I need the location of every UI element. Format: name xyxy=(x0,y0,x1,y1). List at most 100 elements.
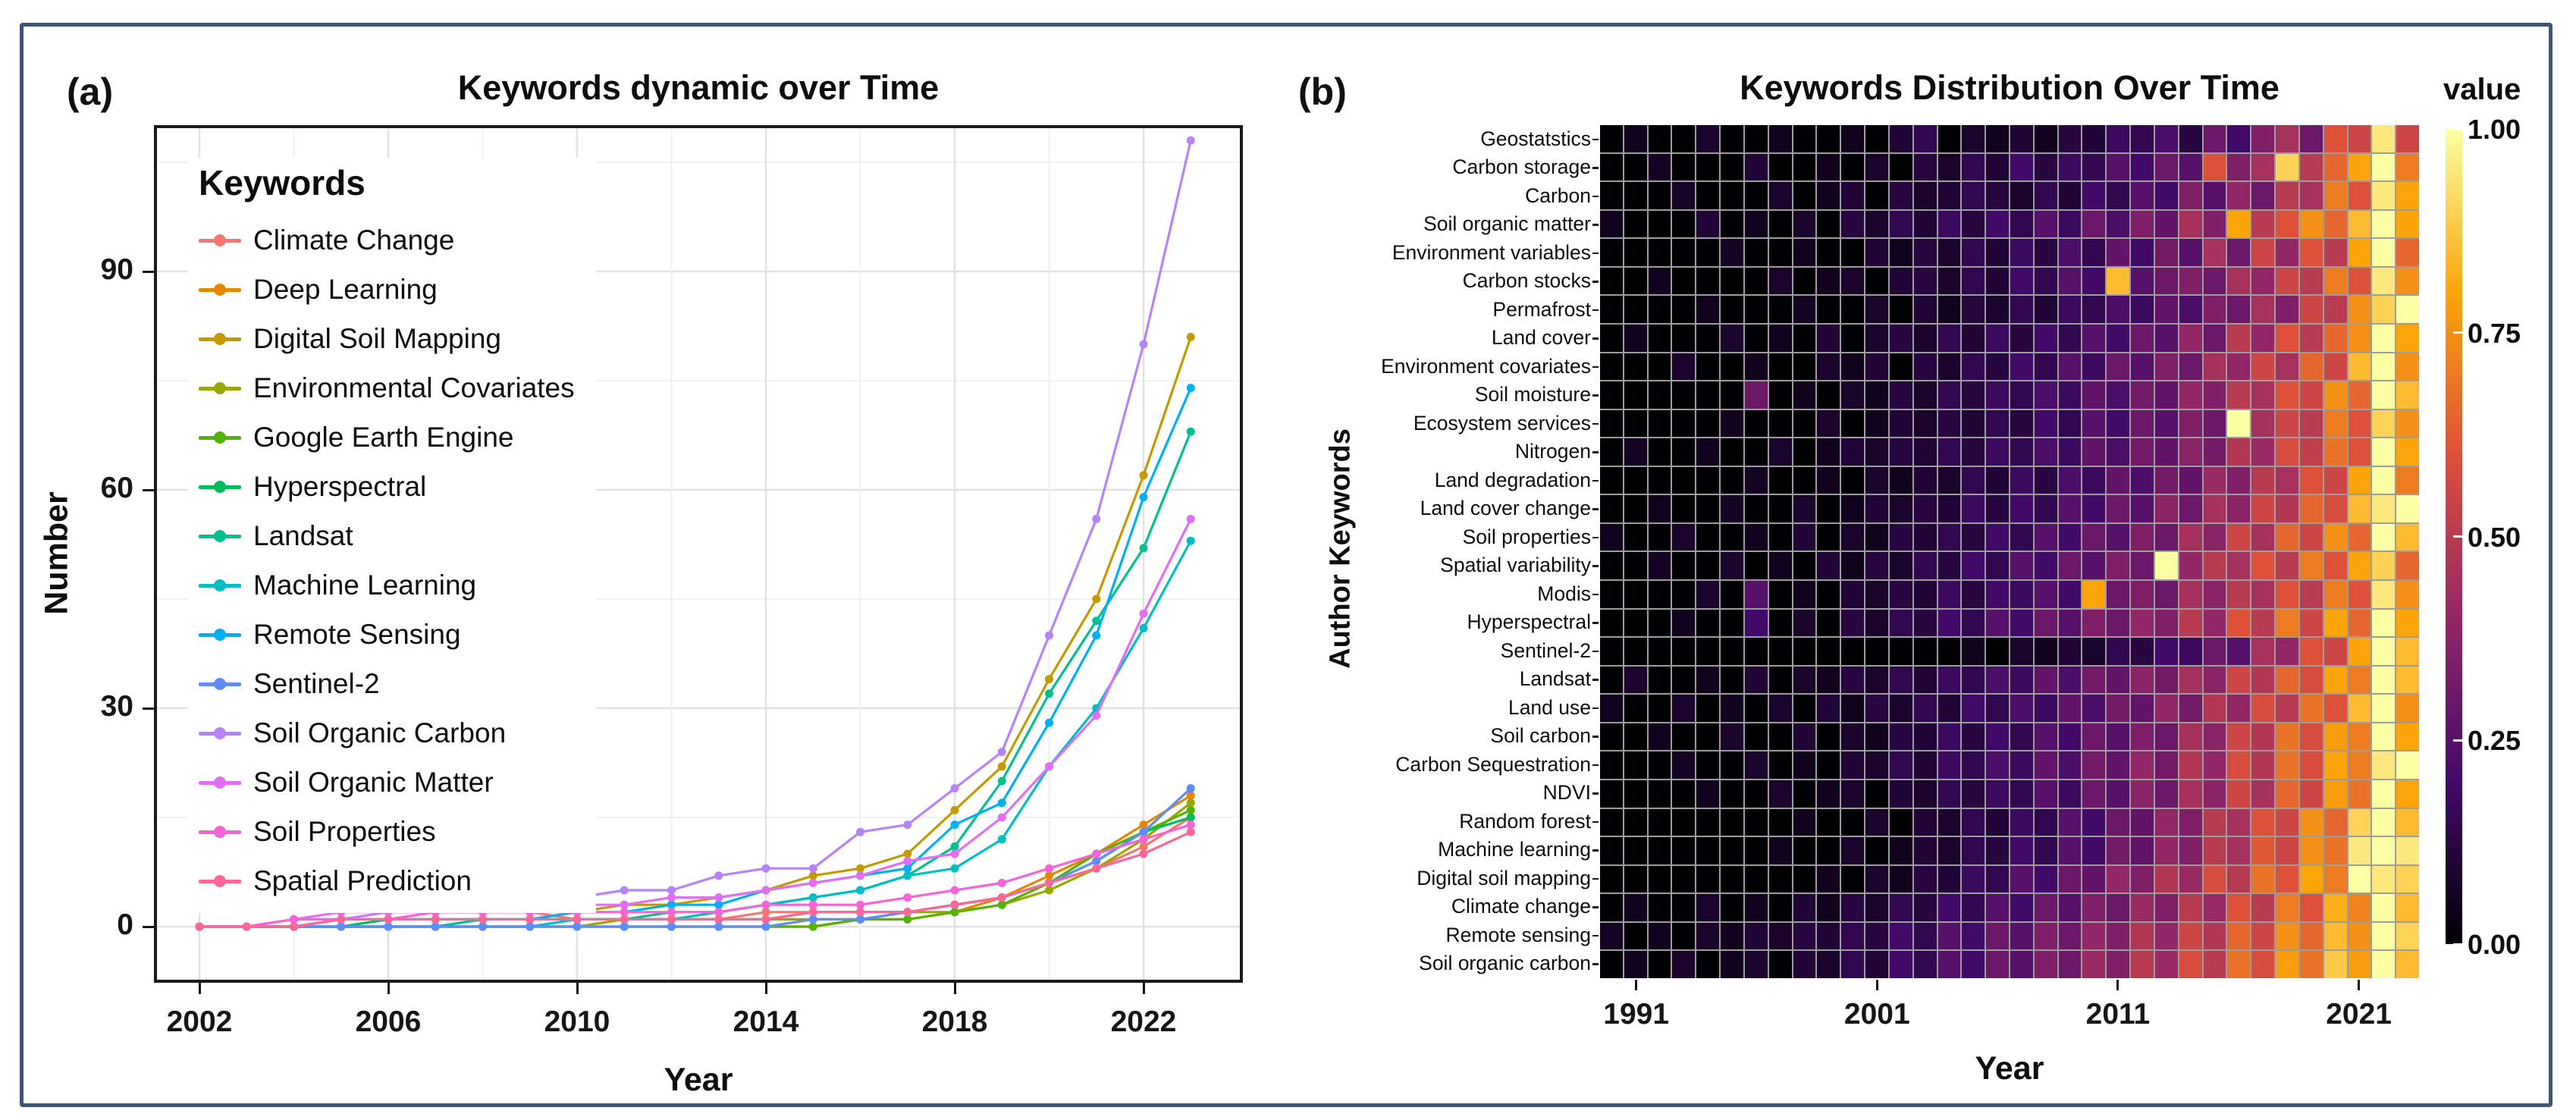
heatmap-cell xyxy=(2348,552,2371,580)
heatmap-cell xyxy=(1962,296,1985,323)
heatmap-row-label: Hyperspectral xyxy=(1467,610,1591,634)
heatmap-cell xyxy=(1600,125,1623,152)
heatmap-cell xyxy=(1672,666,1696,694)
heatmap-cell xyxy=(2299,210,2323,238)
heatmap-cell xyxy=(1889,409,1912,438)
heatmap-cell xyxy=(2348,837,2371,864)
heatmap-cell xyxy=(2131,438,2154,466)
heatmap-cell xyxy=(1913,267,1937,295)
heatmap-cell xyxy=(1817,381,1840,409)
heatmap-cell xyxy=(1841,296,1865,323)
legend-item: Soil Properties xyxy=(199,807,575,856)
heatmap-cell xyxy=(2227,581,2251,608)
heatmap-cell xyxy=(1768,324,1792,352)
heatmap-row-label: Soil organic carbon xyxy=(1419,952,1591,975)
series-point xyxy=(714,871,723,880)
heatmap-cell xyxy=(2251,865,2275,893)
heatmap-cell xyxy=(2203,381,2226,409)
heatmap-cell xyxy=(1937,267,1961,295)
heatmap-cell xyxy=(1672,324,1696,352)
heatmap-cell xyxy=(2396,409,2419,438)
heatmap-cell xyxy=(1986,951,2009,978)
legend-items: Climate Change Deep Learning Digital Soil … xyxy=(199,215,575,905)
heatmap-cell xyxy=(1648,381,1671,409)
heatmap-cell xyxy=(1696,695,1720,722)
heatmap-cell xyxy=(2058,751,2082,780)
heatmap-cell xyxy=(1937,239,1961,266)
heatmap-cell xyxy=(2082,894,2106,921)
series-point xyxy=(431,922,440,931)
heatmap-cell xyxy=(2372,210,2396,238)
heatmap-cell xyxy=(2372,353,2396,381)
heatmap-row-tick xyxy=(1592,792,1599,795)
heatmap-cell xyxy=(1841,523,1865,551)
heatmap-cell xyxy=(1865,695,1888,722)
heatmap-cell xyxy=(2107,581,2130,608)
heatmap-cell xyxy=(2227,353,2251,381)
heatmap-cell xyxy=(1865,638,1888,665)
series-point xyxy=(950,886,959,895)
heatmap-cell xyxy=(1817,581,1840,608)
series-point xyxy=(1045,689,1053,698)
heatmap-cell xyxy=(1648,239,1671,266)
heatmap-cell xyxy=(2034,581,2057,608)
heatmap-cell xyxy=(2372,153,2396,181)
heatmap-cell xyxy=(2396,780,2419,808)
heatmap-cell xyxy=(1865,466,1888,494)
heatmap-cell xyxy=(2179,438,2202,466)
heatmap-cell xyxy=(1889,780,1912,808)
heatmap-cell xyxy=(1721,951,1743,978)
heatmap-cell xyxy=(1962,409,1985,438)
heatmap-cell xyxy=(1865,409,1888,438)
heatmap-cell xyxy=(1648,808,1671,836)
heatmap-row-label: Carbon stocks xyxy=(1462,269,1591,293)
heatmap-cell xyxy=(2107,324,2130,352)
heatmap-cell xyxy=(2323,723,2347,751)
heatmap-cell xyxy=(1793,581,1816,608)
heatmap-cell xyxy=(2058,865,2082,893)
heatmap-cell xyxy=(2034,609,2057,637)
heatmap-cell xyxy=(2276,552,2298,580)
heatmap-cell xyxy=(2396,695,2419,722)
series-point xyxy=(1139,544,1148,553)
x-tick-mark xyxy=(198,983,201,994)
heatmap-cell xyxy=(2107,780,2130,808)
heatmap-cell xyxy=(2372,296,2396,323)
heatmap-row-tick xyxy=(1592,451,1599,453)
heatmap-cell xyxy=(1624,751,1647,780)
heatmap-row-label: Random forest xyxy=(1459,809,1591,833)
legend-swatch-icon xyxy=(199,628,241,641)
heatmap-cell xyxy=(1913,837,1937,864)
heatmap-cell xyxy=(1648,495,1671,522)
heatmap-cell xyxy=(1841,438,1865,466)
heatmap-cell xyxy=(2131,894,2154,921)
series-point xyxy=(1186,384,1195,393)
heatmap-cell xyxy=(1793,466,1816,494)
heatmap-cell xyxy=(2034,638,2057,665)
heatmap-cell xyxy=(1793,609,1816,637)
heatmap-cell xyxy=(1962,638,1985,665)
heatmap-cell xyxy=(1624,438,1647,466)
heatmap-cell xyxy=(2251,951,2275,978)
heatmap-cell xyxy=(1721,153,1743,181)
heatmap-cell xyxy=(1648,523,1671,551)
heatmap-cell xyxy=(2276,609,2298,637)
heatmap-cell xyxy=(2227,723,2251,751)
heatmap-cell xyxy=(1962,723,1985,751)
heatmap-cell xyxy=(1768,581,1792,608)
heatmap-cell xyxy=(2276,267,2298,295)
heatmap-cell xyxy=(2154,125,2178,152)
heatmap-cell xyxy=(1768,438,1792,466)
heatmap-cell xyxy=(2058,267,2082,295)
heatmap-cell xyxy=(1672,466,1696,494)
heatmap-cell xyxy=(1937,324,1961,352)
heatmap-cell xyxy=(2323,808,2347,836)
heatmap-cell xyxy=(2372,552,2396,580)
heatmap-cell xyxy=(2348,495,2371,522)
heatmap-cell xyxy=(2372,894,2396,921)
heatmap-cell xyxy=(1768,922,1792,950)
heatmap-cell xyxy=(1624,922,1647,950)
series-point xyxy=(950,908,959,917)
heatmap-cell xyxy=(1865,153,1888,181)
